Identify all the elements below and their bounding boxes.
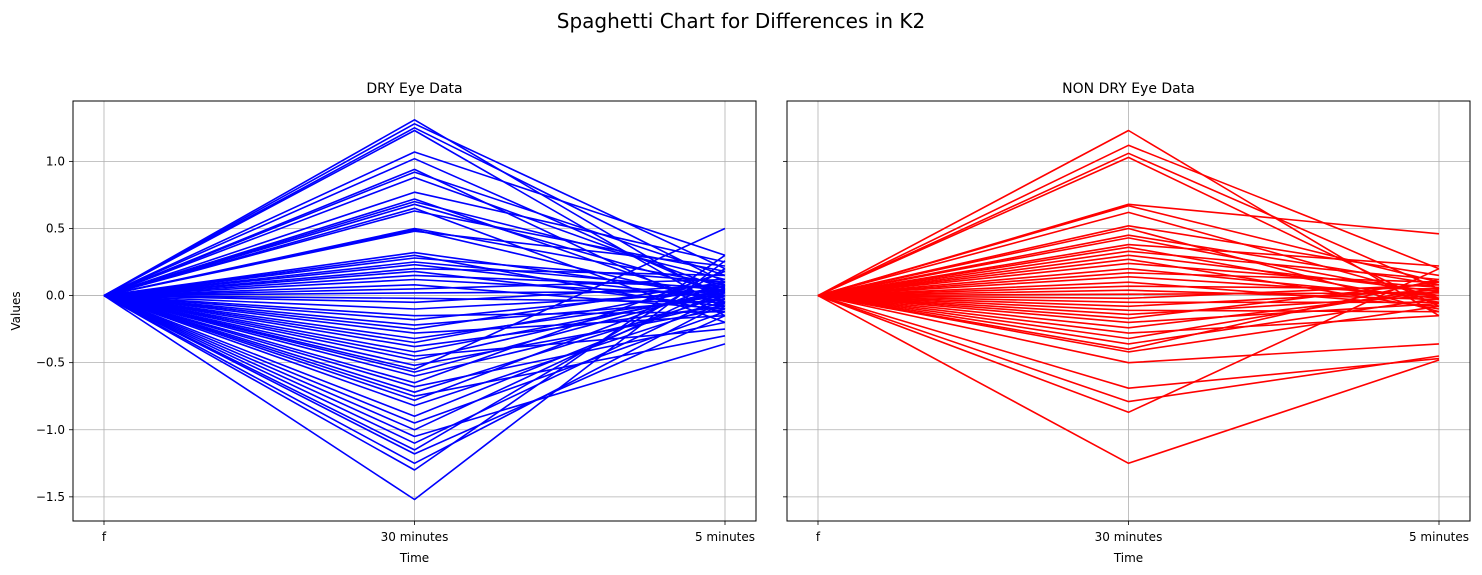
chart-1-series-line	[817, 294, 1440, 324]
chart-0-y-tick-label: 1.0	[46, 154, 65, 168]
chart-1-series-line	[817, 294, 1440, 313]
chart-1-series-line	[817, 289, 1440, 301]
chart-0-series-line	[103, 200, 726, 297]
chart-0-series-line	[103, 191, 726, 297]
chart-1-series-line	[817, 243, 1440, 297]
chart-0-series-line	[103, 294, 726, 388]
chart-1-series-line	[817, 278, 1440, 351]
chart-1-series-line	[817, 294, 1440, 345]
chart-1-series-line	[817, 281, 1440, 320]
chart-0-series-line	[103, 157, 726, 297]
chart-0-series-line	[103, 171, 726, 297]
chart-0-y-tick-label: −0.5	[36, 356, 65, 370]
chart-1-series-line	[817, 144, 1440, 297]
chart-1-series-line	[817, 271, 1440, 297]
chart-0-series-line	[103, 254, 726, 313]
chart-0-series-line	[103, 290, 726, 297]
chart-0-series-line	[103, 278, 726, 297]
chart-1-series-line	[817, 129, 1440, 317]
chart-1-series-line	[817, 152, 1440, 297]
chart-1-x-tick-label: 5 minutes	[1409, 530, 1469, 544]
chart-0-y-tick-label: −1.0	[36, 423, 65, 437]
chart-1-series-line	[817, 284, 1440, 300]
chart-1-series-line	[817, 292, 1440, 297]
chart-0-y-tick-label: 0.0	[46, 289, 65, 303]
chart-1-series-line	[817, 294, 1440, 403]
chart-0-series-line	[103, 151, 726, 297]
chart-0-series-line	[103, 294, 726, 465]
chart-1-x-tick-label: 30 minutes	[1095, 530, 1163, 544]
chart-0-series-line	[103, 230, 726, 297]
chart-1-x-axis-label: Time	[1113, 551, 1143, 565]
chart-1-series-line	[817, 234, 1440, 297]
chart-1-series-line	[817, 267, 1440, 414]
chart-1-series-line	[817, 294, 1440, 316]
chart-0-series-line	[103, 284, 726, 304]
chart-0-series-line	[103, 168, 726, 317]
chart-1-series-line	[817, 289, 1440, 308]
chart-0-series-line	[103, 270, 726, 384]
chart-1-series-line	[817, 286, 1440, 340]
chart-1-series-line	[817, 290, 1440, 329]
chart-0-series-line	[103, 294, 726, 455]
chart-1-series-line	[817, 294, 1440, 364]
chart-1-series-line	[817, 285, 1440, 297]
chart-1-series-line	[817, 250, 1440, 297]
chart-0-series-line	[103, 281, 726, 402]
chart-0-series-line	[103, 288, 726, 321]
chart-0-series-line	[103, 267, 726, 297]
chart-0-series-line	[103, 257, 726, 297]
chart-0-series-line	[103, 207, 726, 324]
figure-title: Spaghetti Chart for Differences in K2	[557, 9, 925, 33]
chart-1-series-line	[817, 294, 1440, 390]
chart-0-series-line	[103, 289, 726, 361]
chart-0-series-group	[103, 119, 726, 501]
chart-0-title: DRY Eye Data	[366, 81, 462, 97]
chart-1-series-line	[817, 258, 1440, 310]
chart-0-series-line	[103, 292, 726, 353]
chart-0-series-line	[103, 254, 726, 471]
chart-0-x-axis-label: Time	[399, 551, 429, 565]
chart-1-series-group	[817, 129, 1440, 465]
chart-0-series-line	[103, 210, 726, 297]
chart-0-series-line	[103, 270, 726, 308]
chart-0-series-line	[103, 294, 726, 340]
chart-0-series-line	[103, 285, 726, 344]
chart-0-y-tick-label: 0.5	[46, 221, 65, 235]
chart-1-title: NON DRY Eye Data	[1062, 81, 1195, 97]
chart-0-x-tick-label: f	[102, 530, 107, 544]
chart-1-series-line	[817, 281, 1440, 308]
chart-0-series-line	[103, 261, 726, 297]
non-dry-eye-panel: f 30 minutes 5 minutes NON DRY Eye Data Time	[783, 81, 1471, 565]
chart-0-series-line	[103, 294, 726, 445]
chart-0-y-tick-label: −1.5	[36, 490, 65, 504]
chart-1-series-line	[817, 246, 1440, 304]
chart-0-series-line	[103, 294, 726, 424]
chart-1-series-line	[817, 294, 1440, 353]
chart-0-x-tick-label: 30 minutes	[381, 530, 449, 544]
chart-0-series-line	[103, 227, 726, 371]
chart-0-y-axis-label: Values	[9, 291, 23, 330]
chart-0-series-line	[103, 294, 726, 348]
chart-0-series-line	[103, 260, 726, 501]
chart-1-x-tick-label: f	[816, 530, 821, 544]
chart-0-series-line	[103, 294, 726, 304]
chart-1-series-line	[817, 204, 1440, 297]
chart-0-series-line	[103, 294, 726, 438]
chart-1-series-line	[817, 294, 1440, 465]
chart-1-series-line	[817, 237, 1440, 297]
chart-0-series-line	[103, 198, 726, 308]
chart-0-series-line	[103, 274, 726, 297]
chart-0-series-line	[103, 281, 726, 330]
chart-0-series-line	[103, 268, 726, 451]
chart-0-series-line	[103, 294, 726, 407]
dry-eye-panel: f 30 minutes 5 minutes −1.5 −1.0 −0.5 0.0 0.5 1.…	[9, 81, 757, 565]
chart-0-series-line	[103, 288, 726, 373]
chart-0-x-tick-label: 5 minutes	[695, 530, 755, 544]
chart-0-series-line	[103, 203, 726, 297]
chart-0-series-line	[103, 284, 726, 431]
chart-0-series-line	[103, 263, 726, 300]
